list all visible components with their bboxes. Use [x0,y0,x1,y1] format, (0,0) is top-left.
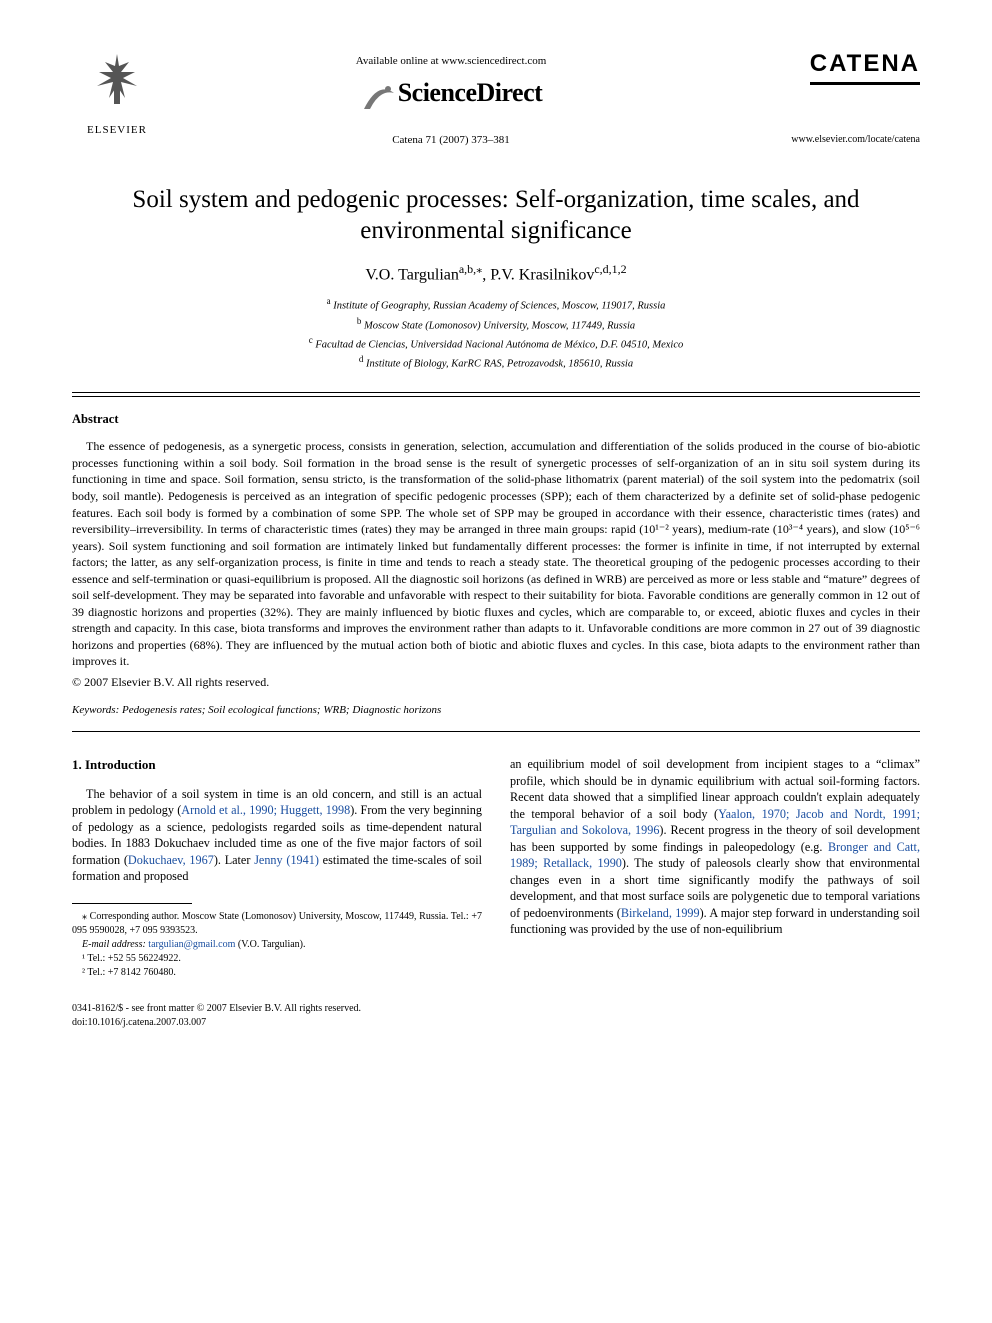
email-line: E-mail address: targulian@gmail.com (V.O… [72,938,482,952]
author-2: P.V. Krasilnikov [490,266,594,283]
journal-url[interactable]: www.elsevier.com/locate/catena [740,133,920,147]
affiliation-b: b Moscow State (Lomonosov) University, M… [72,315,920,334]
email-label: E-mail address: [82,939,146,950]
author-1-affil-sup: a,b, [459,262,476,276]
author-2-affil-sup: c,d,1,2 [594,262,626,276]
sciencedirect-logo: ScienceDirect [162,75,740,115]
email-address[interactable]: targulian@gmail.com [146,939,236,950]
intro-text-3: ). Later [214,853,254,867]
rule-above-abstract-2 [72,396,920,397]
abstract-text: The essence of pedogenesis, as a synerge… [72,438,920,670]
elsevier-tree-icon [72,48,162,121]
affiliation-a: a Institute of Geography, Russian Academ… [72,295,920,314]
abstract-heading: Abstract [72,411,920,428]
left-column: 1. Introduction The behavior of a soil s… [72,756,482,979]
publisher-label: ELSEVIER [72,123,162,138]
ref-dokuchaev[interactable]: Dokuchaev, 1967 [128,853,214,867]
page-footer: 0341-8162/$ - see front matter © 2007 El… [72,1002,920,1030]
affiliation-d-text: Institute of Biology, KarRC RAS, Petroza… [366,359,633,370]
ref-birkeland[interactable]: Birkeland, 1999 [621,906,700,920]
affiliations-block: a Institute of Geography, Russian Academ… [72,295,920,372]
abstract-copyright: © 2007 Elsevier B.V. All rights reserved… [72,674,920,691]
affiliation-a-text: Institute of Geography, Russian Academy … [333,301,665,312]
available-online-text: Available online at www.sciencedirect.co… [162,54,740,69]
corresponding-author-note: ⁎ Corresponding author. Moscow State (Lo… [72,910,482,938]
authors-line: V.O. Targuliana,b,⁎, P.V. Krasilnikovc,d… [72,261,920,286]
footnotes-block: ⁎ Corresponding author. Moscow State (Lo… [72,910,482,980]
section-1-heading: 1. Introduction [72,756,482,774]
affiliation-c-text: Facultad de Ciencias, Universidad Nacion… [315,339,683,350]
sciencedirect-swoosh-icon [360,79,396,115]
citation-line: Catena 71 (2007) 373–381 [162,133,740,148]
keywords-text: Pedogenesis rates; Soil ecological funct… [119,704,441,716]
footnote-1: ¹ Tel.: +52 55 56224922. [72,952,482,966]
header-center: Available online at www.sciencedirect.co… [162,48,740,148]
publisher-logo-block: ELSEVIER [72,48,162,138]
sciencedirect-label: ScienceDirect [398,78,543,107]
right-column: an equilibrium model of soil development… [510,756,920,979]
affiliation-c: c Facultad de Ciencias, Universidad Naci… [72,334,920,353]
rule-below-keywords [72,731,920,732]
ref-arnold-huggett[interactable]: Arnold et al., 1990; Huggett, 1998 [181,803,350,817]
footnote-2: ² Tel.: +7 8142 760480. [72,966,482,980]
keywords-line: Keywords: Pedogenesis rates; Soil ecolog… [72,703,920,718]
affiliation-b-text: Moscow State (Lomonosov) University, Mos… [364,320,635,331]
journal-header: ELSEVIER Available online at www.science… [72,48,920,148]
ref-jenny[interactable]: Jenny (1941) [254,853,319,867]
journal-logo-text: CATENA [810,48,920,85]
intro-paragraph-left: The behavior of a soil system in time is… [72,786,482,885]
email-attribution: (V.O. Targulian). [235,939,305,950]
affiliation-d: d Institute of Biology, KarRC RAS, Petro… [72,353,920,372]
body-columns: 1. Introduction The behavior of a soil s… [72,756,920,979]
author-1: V.O. Targulian [365,266,459,283]
footer-doi: doi:10.1016/j.catena.2007.03.007 [72,1016,920,1030]
footnote-rule [72,903,192,904]
keywords-label: Keywords: [72,704,119,716]
intro-paragraph-right: an equilibrium model of soil development… [510,756,920,937]
footer-front-matter: 0341-8162/$ - see front matter © 2007 El… [72,1002,920,1016]
author-separator: , [482,266,490,283]
article-title: Soil system and pedogenic processes: Sel… [112,184,880,247]
abstract-body: The essence of pedogenesis, as a synerge… [72,438,920,690]
header-right: CATENA www.elsevier.com/locate/catena [740,48,920,147]
abstract-section: Abstract The essence of pedogenesis, as … [72,411,920,690]
